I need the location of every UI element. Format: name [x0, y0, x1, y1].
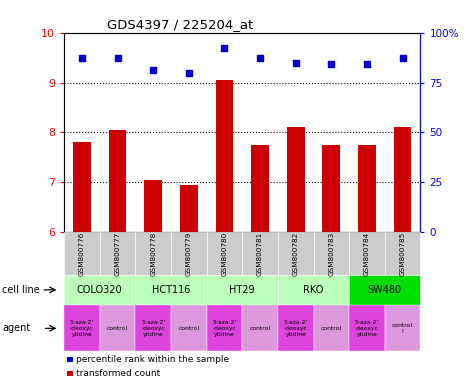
Text: percentile rank within the sample: percentile rank within the sample [76, 356, 229, 364]
Text: GSM800783: GSM800783 [328, 231, 334, 276]
Point [78, 55, 86, 61]
Point [220, 45, 228, 51]
Point [328, 61, 335, 67]
Text: control: control [321, 326, 342, 331]
Text: HT29: HT29 [229, 285, 255, 295]
Text: GSM800779: GSM800779 [186, 231, 192, 276]
Point [292, 60, 299, 66]
Text: GSM800778: GSM800778 [150, 231, 156, 276]
Text: GSM800780: GSM800780 [221, 231, 228, 276]
Text: transformed count: transformed count [76, 369, 161, 378]
Bar [323, 145, 340, 232]
Text: GSM800781: GSM800781 [257, 231, 263, 276]
Text: control
l: control l [392, 323, 413, 334]
Bar [180, 185, 198, 232]
Text: agent: agent [2, 323, 30, 333]
Point [256, 55, 264, 61]
Point [114, 55, 122, 61]
Text: 5-aza-2'
-deoxyc
ytidine: 5-aza-2' -deoxyc ytidine [212, 320, 237, 337]
Text: COLO320: COLO320 [77, 285, 123, 295]
Text: 5-aza-2'
-deoxyc
ytidine: 5-aza-2' -deoxyc ytidine [141, 320, 165, 337]
Bar [251, 145, 269, 232]
Bar [109, 130, 126, 232]
Text: GSM800782: GSM800782 [293, 231, 299, 276]
Bar [73, 142, 91, 232]
Bar [358, 145, 376, 232]
Point [149, 67, 157, 73]
Text: control: control [249, 326, 271, 331]
Text: SW480: SW480 [368, 285, 402, 295]
Point [185, 70, 193, 76]
Point [399, 55, 407, 61]
Text: GSM800784: GSM800784 [364, 231, 370, 276]
Point [363, 61, 371, 67]
Text: GSM800776: GSM800776 [79, 231, 85, 276]
Bar [144, 180, 162, 232]
Text: 5-aza-2'
-deoxyc
ytidine: 5-aza-2' -deoxyc ytidine [355, 320, 379, 337]
Text: control: control [178, 326, 200, 331]
Text: HCT116: HCT116 [152, 285, 190, 295]
Text: RKO: RKO [304, 285, 323, 295]
Text: GSM800777: GSM800777 [114, 231, 121, 276]
Bar [394, 127, 411, 232]
Bar [216, 80, 233, 232]
Text: 5-aza-2'
-deoxyc
ytidine: 5-aza-2' -deoxyc ytidine [284, 320, 308, 337]
Bar [287, 127, 304, 232]
Text: GDS4397 / 225204_at: GDS4397 / 225204_at [107, 18, 253, 31]
Text: control: control [107, 326, 128, 331]
Text: GSM800785: GSM800785 [399, 231, 406, 276]
Text: 5-aza-2'
-deoxyc
ytidine: 5-aza-2' -deoxyc ytidine [70, 320, 94, 337]
Text: cell line: cell line [2, 285, 40, 295]
